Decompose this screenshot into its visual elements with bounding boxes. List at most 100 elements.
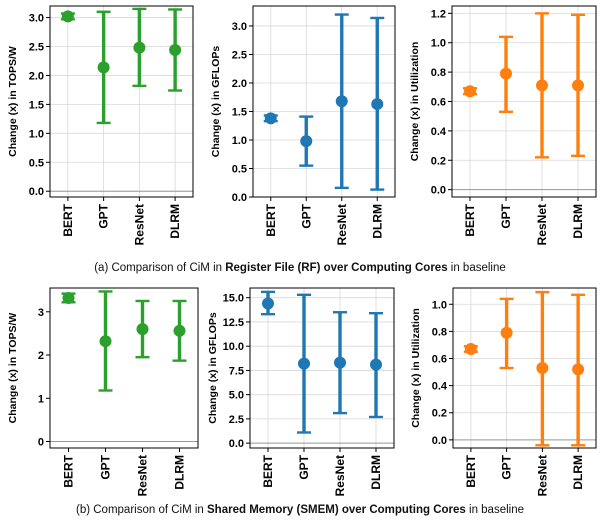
y-axis-label: Change (x) in TOPS/W [7,46,19,157]
caption-a: (a) Comparison of CiM in Register File (… [0,262,600,274]
x-tick-label: GPT [97,203,111,228]
data-point-bert [464,343,477,356]
data-point-dlrm [173,324,186,337]
y-tick-label: 0.0 [229,438,244,450]
data-point-bert [62,291,75,304]
y-axis-label: Change (x) in Utilization [409,42,421,162]
y-tick-label: 0.4 [432,381,448,393]
plot-area [50,288,198,448]
y-tick-label: 2.5 [29,42,44,54]
y-tick-label: 1.0 [29,128,44,140]
caption-b-bold: Shared Memory (SMEM) over Computing Core… [207,504,466,516]
x-tick-label: ResNet [535,204,549,245]
y-tick-label: 10.0 [223,341,244,353]
y-axis-label: Change (x) in Utilization [410,308,422,428]
data-point-dlrm [572,363,585,376]
y-tick-label: 0.5 [29,157,44,169]
y-tick-label: 1.0 [431,38,446,50]
plot-area [453,288,596,448]
data-point-dlrm [371,98,384,111]
plot-frame [49,5,194,198]
data-point-gpt [500,326,513,339]
plot-area [253,6,395,197]
data-point-resnet [133,41,146,54]
subplot-4: 0 1 2 3 BERT GPT ResNet DLRM Change (x) in TOPS/… [7,287,199,496]
y-axis-label: Change (x) in GFLOPs [207,312,219,424]
y-tick-label: 0.2 [432,408,447,420]
data-point-dlrm [169,43,182,56]
y-tick-label: 0.0 [232,192,247,204]
subplot-1: 0.0 0.5 1.0 1.5 2.0 2.5 3.0 BERT GPT ResNet DLRM Ch… [7,5,194,245]
y-axis-label: Change (x) in GFLOPs [210,46,222,158]
y-tick-label: 1.0 [232,135,247,147]
subplot-2: 0.0 0.5 1.0 1.5 2.0 2.5 3.0 BERT GPT ResNet DLRM Ch… [210,5,396,245]
x-tick-label: ResNet [335,204,349,245]
data-point-resnet [335,95,348,108]
data-point-resnet [136,323,149,336]
data-point-gpt [298,357,310,370]
y-tick-label: 0.0 [431,185,446,197]
data-point-bert [264,112,277,125]
x-tick-label: BERT [463,203,477,236]
data-point-gpt [500,67,512,80]
data-point-dlrm [572,79,584,92]
x-tick-label: BERT [464,454,478,487]
y-tick-label: 7.5 [229,365,244,377]
y-tick-label: 3.0 [232,21,247,33]
data-point-resnet [334,356,346,369]
y-tick-label: 2.0 [232,78,247,90]
data-point-bert [262,297,274,310]
y-tick-label: 0.0 [29,186,44,198]
y-tick-label: 2.5 [229,414,244,426]
plot-frame [252,5,396,198]
plot-area [50,6,193,197]
y-tick-label: 12.5 [223,317,244,329]
caption-a-bold: Register File (RF) over Computing Cores [225,262,448,274]
caption-b-post: in baseline [465,504,524,516]
y-tick-label: 0.8 [432,326,447,338]
x-tick-label: ResNet [132,204,146,245]
plot-frame [249,287,395,449]
data-point-resnet [536,79,548,92]
x-tick-label: GPT [299,203,313,228]
data-point-bert [464,85,476,98]
x-tick-label: BERT [61,203,75,236]
y-tick-label: 0.0 [432,435,447,447]
y-tick-label: 2.5 [232,49,247,61]
data-point-gpt [99,335,112,348]
x-tick-label: BERT [264,203,278,236]
x-tick-label: ResNet [535,455,549,496]
x-tick-label: DLRM [173,455,187,490]
y-tick-label: 0.2 [431,155,446,167]
y-tick-label: 2 [38,350,44,362]
x-tick-label: GPT [499,203,513,228]
caption-b: (b) Comparison of CiM in Shared Memory (… [0,504,600,516]
x-tick-label: DLRM [370,204,384,239]
subplot-5: 0.0 2.5 5.0 7.5 10.0 12.5 15.0 BERT GPT ResNet DLR… [207,287,395,496]
caption-a-post: in baseline [447,262,506,274]
data-point-gpt [97,61,110,74]
x-tick-label: GPT [500,454,514,479]
x-tick-label: GPT [99,454,113,479]
subplot-3: 0.0 0.2 0.4 0.6 0.8 1.0 1.2 BERT GPT ResNet DLRM Ch… [409,5,597,245]
subplot-6: 0.0 0.2 0.4 0.6 0.8 1.0 BERT GPT ResNet DLRM Chang… [410,287,597,496]
data-point-resnet [536,362,549,374]
x-tick-label: BERT [62,454,76,487]
plot-frame [452,287,597,449]
y-tick-label: 1.0 [432,299,447,311]
y-tick-label: 5.0 [229,390,244,402]
x-tick-label: DLRM [168,204,182,239]
y-tick-label: 0.6 [431,97,446,109]
y-tick-label: 0.6 [432,354,447,366]
y-tick-label: 3 [38,307,44,319]
y-tick-label: 0.8 [431,67,446,79]
y-tick-label: 0.5 [232,163,247,175]
data-point-gpt [300,135,313,148]
y-tick-label: 0 [38,437,44,449]
data-point-bert [61,10,74,23]
caption-a-pre: (a) Comparison of CiM in [94,262,226,274]
data-point-dlrm [370,358,382,371]
y-tick-label: 1.5 [232,106,247,118]
y-axis-label: Change (x) in TOPS/W [7,313,19,424]
